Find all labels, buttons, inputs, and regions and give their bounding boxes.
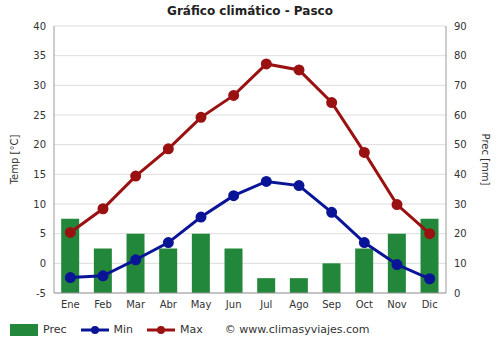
svg-text:Jun: Jun (225, 299, 242, 310)
html-text:Min: Min (113, 323, 134, 336)
svg-text:Dic: Dic (422, 299, 438, 310)
svg-text:Nov: Nov (387, 299, 407, 310)
html-text:Gráfico climático - Pasco: Gráfico climático - Pasco (167, 4, 333, 18)
svg-text:35: 35 (33, 50, 46, 61)
html-text:© www.climasyviajes.com: © www.climasyviajes.com (224, 323, 370, 336)
svg-text:Oct: Oct (356, 299, 373, 310)
svg-text:Mar: Mar (126, 299, 146, 310)
svg-text:0: 0 (454, 288, 460, 299)
svg-text:0: 0 (40, 258, 46, 269)
svg-text:40: 40 (454, 169, 467, 180)
svg-text:15: 15 (33, 169, 46, 180)
svg-text:Jul: Jul (259, 299, 272, 310)
svg-text:Feb: Feb (94, 299, 112, 310)
svg-text:Abr: Abr (160, 299, 178, 310)
svg-text:Ago: Ago (289, 299, 308, 310)
svg-text:10: 10 (454, 258, 467, 269)
svg-text:10: 10 (33, 199, 46, 210)
svg-text:20: 20 (454, 228, 467, 239)
svg-text:5: 5 (40, 228, 46, 239)
svg-text:50: 50 (454, 139, 467, 150)
html-text:Prec: Prec (43, 323, 67, 336)
svg-text:Temp [°C]: Temp [°C] (9, 135, 20, 186)
svg-text:90: 90 (454, 21, 467, 32)
svg-text:May: May (191, 299, 212, 310)
svg-text:Prec [mm]: Prec [mm] (480, 134, 491, 186)
svg-text:20: 20 (33, 139, 46, 150)
html-text:Max: Max (180, 323, 203, 336)
svg-text:40: 40 (33, 21, 46, 32)
svg-text:60: 60 (454, 110, 467, 121)
svg-text:80: 80 (454, 50, 467, 61)
svg-text:30: 30 (454, 199, 467, 210)
svg-text:Sep: Sep (322, 299, 341, 310)
svg-text:Ene: Ene (61, 299, 80, 310)
svg-text:25: 25 (33, 110, 46, 121)
svg-text:30: 30 (33, 80, 46, 91)
svg-text:-5: -5 (36, 288, 46, 299)
svg-text:70: 70 (454, 80, 467, 91)
